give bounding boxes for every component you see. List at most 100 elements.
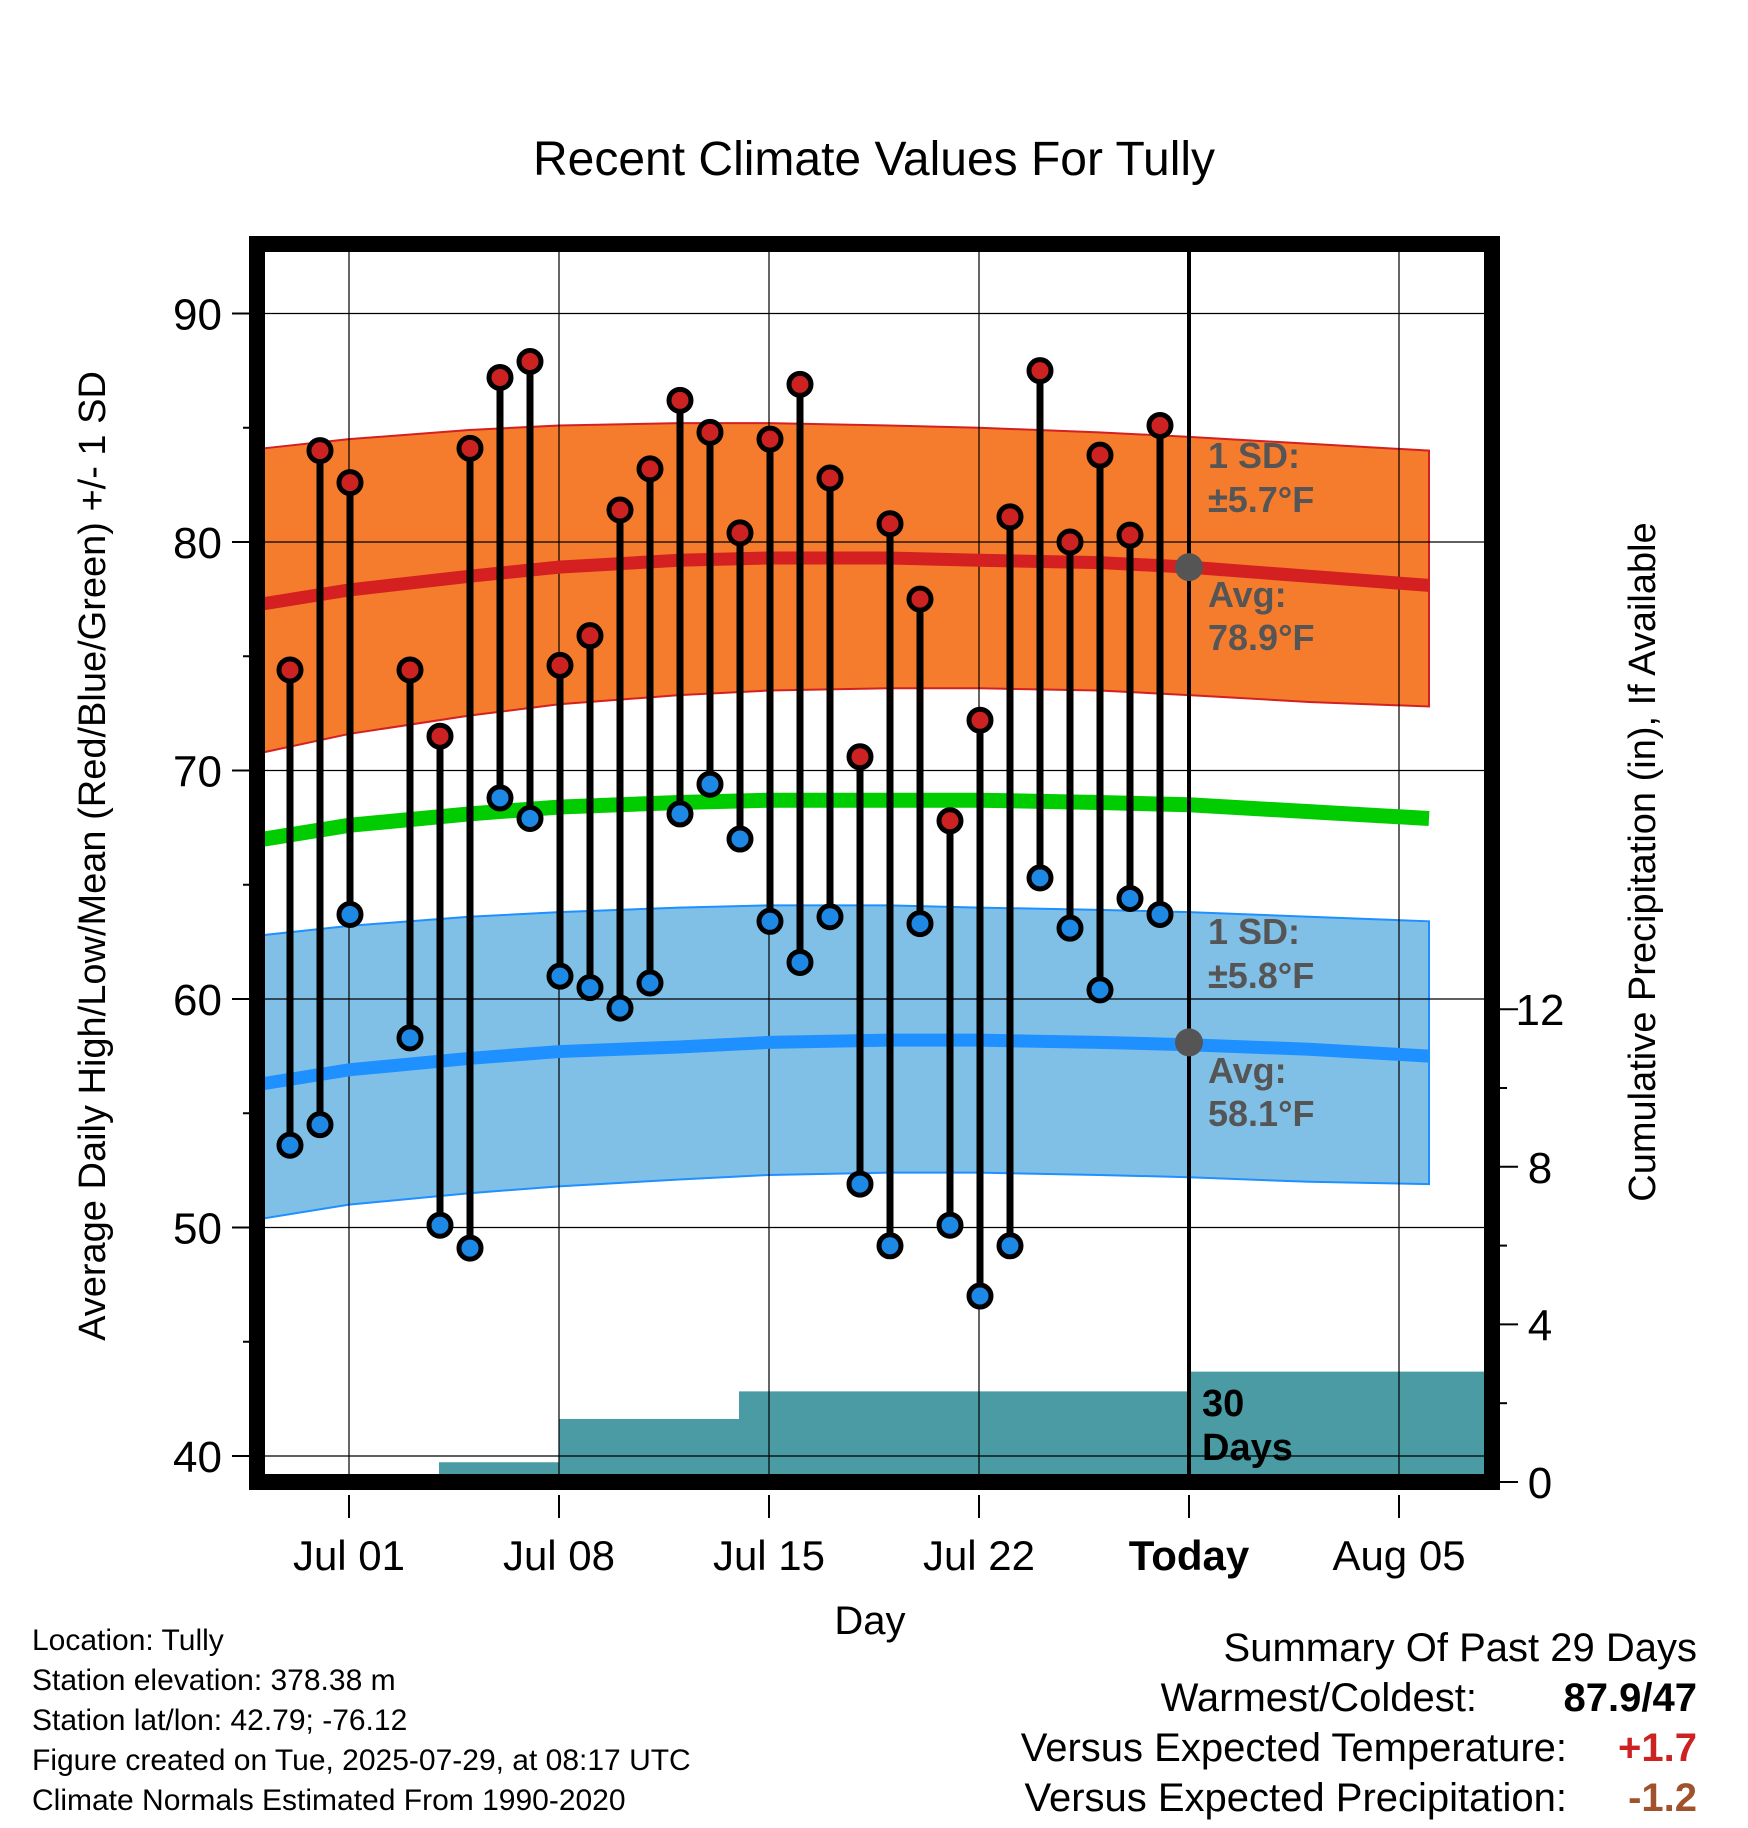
daily-high-point <box>396 656 424 684</box>
daily-high-point <box>1146 411 1174 439</box>
elevation-text: Station elevation: 378.38 m <box>32 1664 396 1697</box>
daily-low-point <box>606 994 634 1022</box>
daily-low-point <box>996 1232 1024 1260</box>
x-tick-label: Aug 05 <box>1332 1532 1465 1579</box>
daily-low-point <box>456 1234 484 1262</box>
daily-high-point <box>726 519 754 547</box>
precip-area <box>264 1371 1485 1482</box>
daily-low-point <box>396 1024 424 1052</box>
daily-low-point <box>1086 976 1114 1004</box>
today-high-avg-marker <box>1175 553 1203 582</box>
summary-warmest-value: 87.9/47 <box>1563 1676 1697 1720</box>
high-avg-value: 78.9°F <box>1208 617 1314 658</box>
daily-high-point <box>636 455 664 483</box>
x-axis-label: Day <box>834 1599 905 1643</box>
y-tick-label-90: 90 <box>173 291 222 340</box>
x-tick-label: Jul 08 <box>503 1532 615 1579</box>
x-tick-label: Jul 15 <box>713 1532 825 1579</box>
daily-low-point <box>966 1282 994 1310</box>
daily-high-point <box>336 469 364 497</box>
summary-precip-row: Versus Expected Precipitation: -1.2 <box>1024 1776 1697 1821</box>
daily-low-point <box>936 1211 964 1239</box>
daily-low-point <box>726 825 754 853</box>
summary-precip-value: -1.2 <box>1628 1776 1697 1820</box>
daily-high-point <box>906 585 934 613</box>
daily-low-point <box>1026 864 1054 892</box>
daily-high-point <box>306 437 334 465</box>
low-sd-label: 1 SD: <box>1208 911 1300 952</box>
daily-low-point <box>306 1111 334 1139</box>
daily-low-point <box>696 770 724 798</box>
daily-low-point <box>876 1232 904 1260</box>
days-word-label: Days <box>1202 1427 1293 1469</box>
y2-axis-label: Cumulative Precipitation (in), If Availa… <box>1622 522 1664 1201</box>
high-sd-label: 1 SD: <box>1208 435 1300 476</box>
daily-low-point <box>816 903 844 931</box>
daily-low-point <box>1116 884 1144 912</box>
daily-high-point <box>876 510 904 538</box>
daily-high-point <box>1056 528 1084 556</box>
today-low-avg-marker <box>1175 1028 1203 1057</box>
summary-temp-row: Versus Expected Temperature: +1.7 <box>1021 1726 1697 1771</box>
y-tick-label-70: 70 <box>173 748 222 797</box>
y2-tick-label-0: 0 <box>1528 1459 1552 1508</box>
summary-heading: Summary Of Past 29 Days <box>1223 1626 1697 1670</box>
daily-low-point <box>636 969 664 997</box>
summary-temp-label: Versus Expected Temperature: <box>1020 1726 1567 1770</box>
days-count-label: 30 <box>1202 1383 1244 1425</box>
plot-frame <box>249 236 1500 1490</box>
summary-temp-value: +1.7 <box>1618 1726 1697 1770</box>
daily-low-point <box>1056 914 1084 942</box>
daily-low-point <box>786 948 814 976</box>
y-tick-label-40: 40 <box>173 1433 222 1482</box>
daily-low-point <box>756 907 784 935</box>
daily-high-point <box>666 386 694 414</box>
daily-high-point <box>1026 357 1054 385</box>
daily-low-point <box>486 784 514 812</box>
y2-tick-label-12: 12 <box>1516 986 1565 1035</box>
low-avg-value: 58.1°F <box>1208 1093 1314 1134</box>
y-tick-label-80: 80 <box>173 519 222 568</box>
high-avg-label: Avg: <box>1208 574 1287 615</box>
y-tick-label-50: 50 <box>173 1205 222 1254</box>
daily-low-point <box>336 900 364 928</box>
latlon-text: Station lat/lon: 42.79; -76.12 <box>32 1704 408 1737</box>
high-sd-value: ±5.7°F <box>1208 479 1314 520</box>
daily-low-point <box>846 1170 874 1198</box>
daily-low-point <box>516 804 544 832</box>
normals-period-text: Climate Normals Estimated From 1990-2020 <box>32 1784 626 1817</box>
daily-low-point <box>546 962 574 990</box>
daily-high-point <box>516 347 544 375</box>
daily-high-point <box>546 651 574 679</box>
daily-high-point <box>1116 521 1144 549</box>
daily-high-point <box>276 656 304 684</box>
daily-high-point <box>816 464 844 492</box>
x-tick-label: Jul 01 <box>293 1532 405 1579</box>
y2-tick-label-4: 4 <box>1528 1301 1552 1350</box>
daily-high-point <box>786 370 814 398</box>
daily-high-point <box>426 722 454 750</box>
summary-warmest-row: Warmest/Coldest: 87.9/47 <box>1161 1676 1697 1721</box>
y2-tick-label-8: 8 <box>1528 1144 1552 1193</box>
chart-title: Recent Climate Values For Tully <box>532 133 1216 186</box>
daily-low-point <box>906 910 934 938</box>
summary-precip-label: Versus Expected Precipitation: <box>1024 1776 1567 1820</box>
daily-high-point <box>966 706 994 734</box>
daily-high-point <box>936 807 964 835</box>
daily-high-point <box>576 622 604 650</box>
daily-high-point <box>996 503 1024 531</box>
created-text: Figure created on Tue, 2025-07-29, at 08… <box>32 1744 691 1777</box>
daily-high-point <box>486 363 514 391</box>
x-tick-label: Today <box>1129 1532 1250 1579</box>
daily-high-point <box>756 425 784 453</box>
daily-low-point <box>666 800 694 828</box>
y-axis-label: Average Daily High/Low/Mean (Red/Blue/Gr… <box>72 371 114 1341</box>
low-avg-label: Avg: <box>1208 1050 1287 1091</box>
low-avg-line <box>262 1033 1430 1090</box>
daily-high-point <box>606 496 634 524</box>
daily-low-point <box>276 1131 304 1159</box>
x-tick-label: Jul 22 <box>923 1532 1035 1579</box>
location-text: Location: Tully <box>32 1624 224 1657</box>
daily-high-point <box>696 418 724 446</box>
y-tick-label-60: 60 <box>173 976 222 1025</box>
